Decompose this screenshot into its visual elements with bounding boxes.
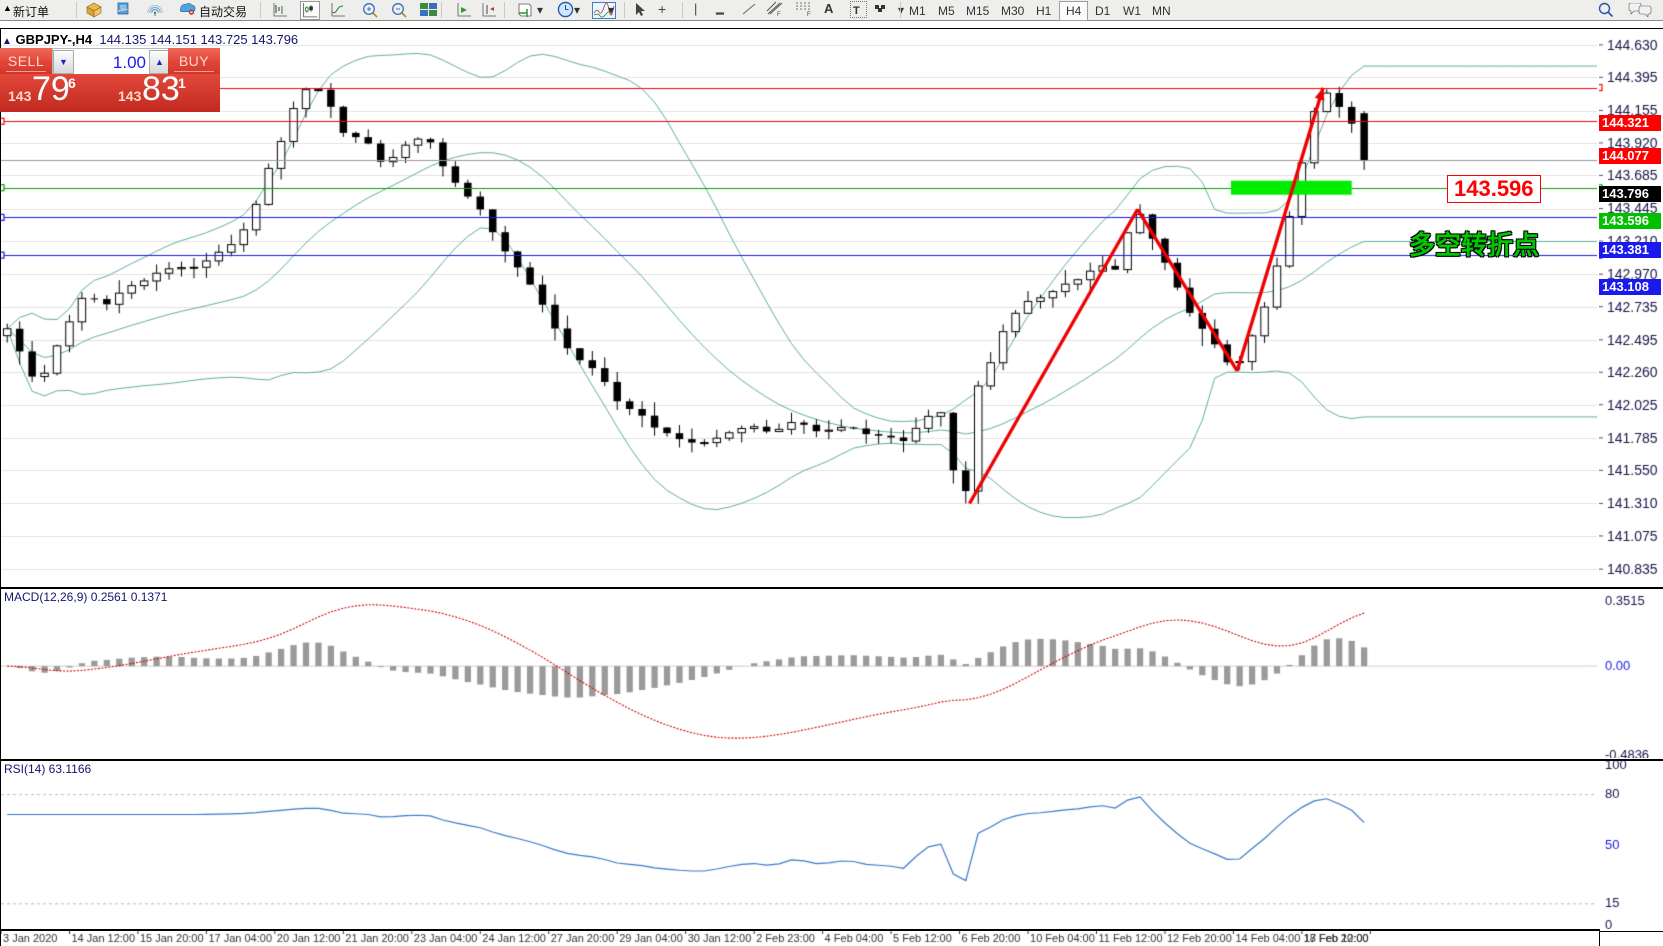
svg-text:F: F [807,12,811,16]
svg-text:F: F [777,12,781,17]
svg-text:T: T [853,5,860,17]
